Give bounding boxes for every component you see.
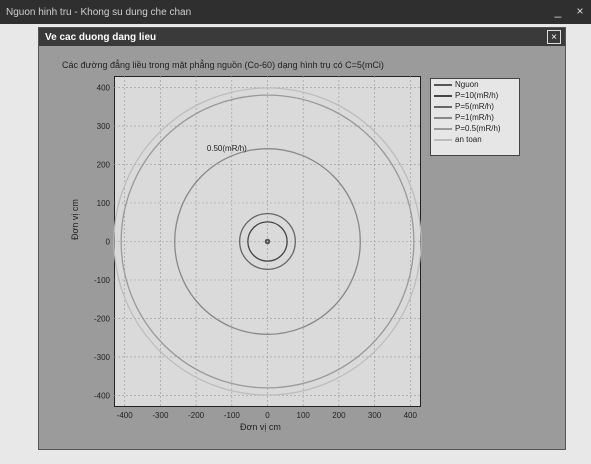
contour-p-10-mr-h- xyxy=(247,221,288,262)
y-tick-label: 200 xyxy=(97,161,111,170)
contour-p-0-5-mr-h- xyxy=(120,94,415,389)
close-icon[interactable]: × xyxy=(576,4,584,18)
inner-window-title: Ve cac duong dang lieu xyxy=(45,31,157,43)
legend-item: an toan xyxy=(431,134,519,145)
y-tick-label: -300 xyxy=(94,353,111,362)
legend-item: P=5(mR/h) xyxy=(431,101,519,112)
y-axis-label: Đơn vị cm xyxy=(70,199,80,240)
legend-label: Nguon xyxy=(455,80,479,89)
x-tick-label: 0 xyxy=(265,411,270,420)
legend-label: P=1(mR/h) xyxy=(455,113,494,122)
x-tick-label: 200 xyxy=(332,411,346,420)
contour-p-5-mr-h- xyxy=(239,213,296,270)
y-tick-label: -200 xyxy=(94,314,111,323)
minimize-icon[interactable]: _ xyxy=(554,4,562,18)
legend-swatch xyxy=(434,138,452,141)
chart-title: Các đường đẳng liều trong mặt phẳng nguồ… xyxy=(62,60,384,70)
y-tick-label: 100 xyxy=(97,199,111,208)
inner-title-bar: Ve cac duong dang lieu × xyxy=(39,28,565,46)
y-tick-label: 300 xyxy=(97,122,111,131)
legend-swatch xyxy=(434,94,452,97)
legend-swatch xyxy=(434,127,452,130)
x-tick-label: 400 xyxy=(404,411,418,420)
legend-label: P=5(mR/h) xyxy=(455,102,494,111)
contour-nguon xyxy=(264,238,271,245)
legend-swatch xyxy=(434,83,452,86)
y-tick-label: 0 xyxy=(106,238,111,247)
legend-label: P=10(mR/h) xyxy=(455,91,499,100)
legend-item: P=0.5(mR/h) xyxy=(431,123,519,134)
x-tick-label: -200 xyxy=(188,411,205,420)
legend-item: Nguon xyxy=(431,79,519,90)
legend-swatch xyxy=(434,116,452,119)
legend: Nguon P=10(mR/h) P=5(mR/h) P=1(mR/h) P=0.5(m… xyxy=(430,78,520,156)
contour-an-toan xyxy=(113,87,422,396)
x-axis-label: Đơn vị cm xyxy=(240,422,281,432)
legend-item: P=10(mR/h) xyxy=(431,90,519,101)
x-tick-label: -400 xyxy=(117,411,134,420)
contour-annotation: 0.50(mR/h) xyxy=(207,144,247,153)
y-tick-label: -100 xyxy=(94,276,111,285)
contour-p-1-mr-h- xyxy=(174,148,361,335)
x-tick-label: -300 xyxy=(152,411,169,420)
legend-item: P=1(mR/h) xyxy=(431,112,519,123)
inner-close-button[interactable]: × xyxy=(547,30,561,44)
x-tick-label: 300 xyxy=(368,411,382,420)
outer-title-bar: Nguon hinh tru - Khong su dung che chan … xyxy=(0,0,591,24)
x-tick-label: -100 xyxy=(224,411,241,420)
x-tick-label: 100 xyxy=(297,411,311,420)
legend-swatch xyxy=(434,105,452,108)
legend-label: P=0.5(mR/h) xyxy=(455,124,501,133)
y-tick-label: -400 xyxy=(94,391,111,400)
y-tick-label: 400 xyxy=(97,84,111,93)
legend-label: an toan xyxy=(455,135,482,144)
outer-window-title: Nguon hinh tru - Khong su dung che chan xyxy=(6,6,192,18)
